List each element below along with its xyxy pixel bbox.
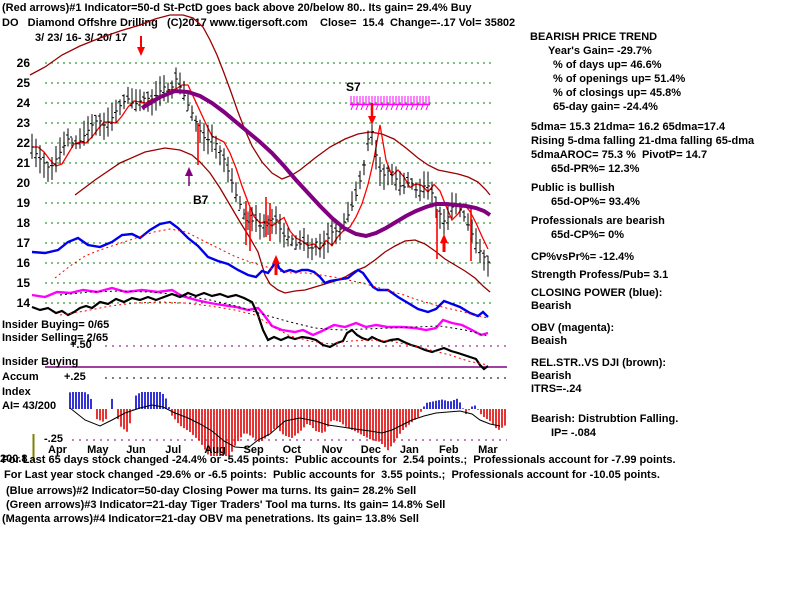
right-panel-line: % of days up= 46.6% (553, 59, 662, 71)
right-panel-line: Bearish: Distrubtion Falling. (531, 413, 679, 425)
footer-line-4: (Green arrows)#3 Indicator=21-day Tiger … (6, 499, 446, 511)
right-panel-line: ITRS=-.24 (531, 383, 582, 395)
price-red-bars (197, 123, 472, 261)
right-panel-line: 65d-PR%= 12.3% (551, 163, 640, 175)
footer-line-2: For Last year stock changed -29.6% or -6… (4, 469, 660, 481)
price-tick-label: 14 (16, 296, 30, 310)
right-panel-line: 65d-CP%= 0% (551, 229, 625, 241)
month-tick-label: Apr (48, 444, 67, 456)
header-line1: (Red arrows)#1 Indicator=50-d St-PctD go… (2, 2, 472, 14)
month-tick-label: Aug (204, 444, 226, 456)
month-tick-label: Mar (478, 444, 498, 456)
month-tick-label: Jul (165, 444, 182, 456)
label-ai-value: AI= 43/200 (2, 400, 57, 412)
month-tick-label: Jun (126, 444, 146, 456)
right-panel-line: Strength Profess/Pub= 3.1 (531, 269, 669, 281)
right-panel-line: Professionals are bearish (531, 215, 665, 227)
header-line2: DO Diamond Offshre Drilling (C)2017 www.… (2, 17, 516, 29)
right-panel-line: BEARISH PRICE TREND (530, 31, 658, 43)
month-tick-label: Dec (360, 444, 381, 456)
price-gridlines (45, 62, 492, 304)
right-panel-line: % of closings up= 45.8% (553, 87, 682, 99)
indicator-levels (45, 345, 507, 441)
right-panel-line: Rising 5-dma falling 21-dma falling 65-d… (531, 135, 755, 147)
b7-buy-arrow (185, 167, 193, 186)
right-panel-line: IP= -.084 (551, 427, 596, 439)
footer-line-3: (Blue arrows)#2 Indicator=50-day Closing… (6, 485, 417, 497)
price-tick-label: 25 (16, 76, 30, 90)
right-panel-line: Beaish (531, 335, 568, 347)
month-tick-label: Feb (439, 444, 459, 456)
right-panel-line: REL.STR..VS DJI (brown): (531, 357, 667, 369)
price-tick-label: 18 (16, 216, 30, 230)
month-tick-label: Jan (399, 444, 419, 456)
right-panel-line: 65-day gain= -24.4% (553, 101, 658, 113)
rel-strength-line (31, 291, 489, 371)
title-sell-arrow (137, 36, 145, 56)
price-tick-label: 22 (16, 136, 30, 150)
label-plus25-level: +.25 (64, 371, 86, 383)
price-tick-label: 16 (16, 256, 30, 270)
closing-power-ma (54, 228, 489, 319)
accum-index-bars (69, 392, 506, 456)
footer-line-1: For Last 65 days stock changed -24.4% or… (2, 454, 676, 466)
month-tick-label: Nov (321, 444, 343, 456)
price-bands (29, 14, 491, 294)
price-tick-label: 26 (16, 56, 30, 70)
signal-label-s7: S7 (346, 80, 361, 94)
closing-power-line (31, 220, 489, 318)
month-tick-label: Sep (243, 444, 264, 456)
right-panel-line: 5dmaAROC= 75.3 % PivotP= 14.7 (531, 149, 708, 161)
label-insider-buying-count: Insider Buying= 0/65 (2, 319, 110, 331)
label-insider-selling-count: Insider Selling= 2/65 (2, 332, 109, 344)
price-tick-label: 19 (16, 196, 30, 210)
label-index: Index (2, 386, 31, 398)
label-plus50-level: +.50 (70, 339, 92, 351)
footer-overlay-value: 200.8 (0, 453, 28, 465)
price-candles (30, 67, 490, 277)
right-panel-line: % of openings up= 51.4% (553, 73, 686, 85)
signal-label-b7: B7 (193, 193, 209, 207)
month-tick-label: Oct (282, 444, 301, 456)
footer-line-5: (Magenta arrows)#4 Indicator=21-day OBV … (2, 513, 419, 525)
right-panel-line: OBV (magenta): (531, 322, 615, 334)
s7-sell-arrow (368, 103, 376, 125)
right-panel-line: 65d-OP%= 93.4% (551, 196, 640, 208)
price-tick-label: 21 (16, 156, 30, 170)
price-ma65 (140, 88, 492, 239)
price-tick-label: 24 (16, 96, 30, 110)
s7-comb (350, 96, 430, 111)
right-panel-line: Public is bullish (531, 182, 615, 194)
price-tick-label: 17 (16, 236, 30, 250)
right-panel-line: CP%vsPr%= -12.4% (531, 251, 635, 263)
label-insider-buying-line: Insider Buying (2, 356, 79, 368)
month-tick-label: May (87, 444, 109, 456)
obv-ma (59, 290, 489, 337)
label-minus25-level: -.25 (44, 433, 63, 445)
price-tick-label: 23 (16, 116, 30, 130)
right-panel-line: Year's Gain= -29.7% (548, 45, 652, 57)
right-panel-line: 5dma= 15.3 21dma= 16.2 65dma=17.4 (531, 121, 726, 133)
jan-buy-arrow (440, 234, 448, 252)
label-accum: Accum (2, 371, 39, 383)
right-panel-line: Bearish (531, 300, 572, 312)
right-panel-line: Bearish (531, 370, 572, 382)
price-tick-label: 15 (16, 276, 30, 290)
right-panel-line: CLOSING POWER (blue): (531, 287, 663, 299)
price-tick-label: 20 (16, 176, 30, 190)
oct-buy-arrow (272, 255, 280, 275)
accum-index-ma (69, 404, 501, 449)
